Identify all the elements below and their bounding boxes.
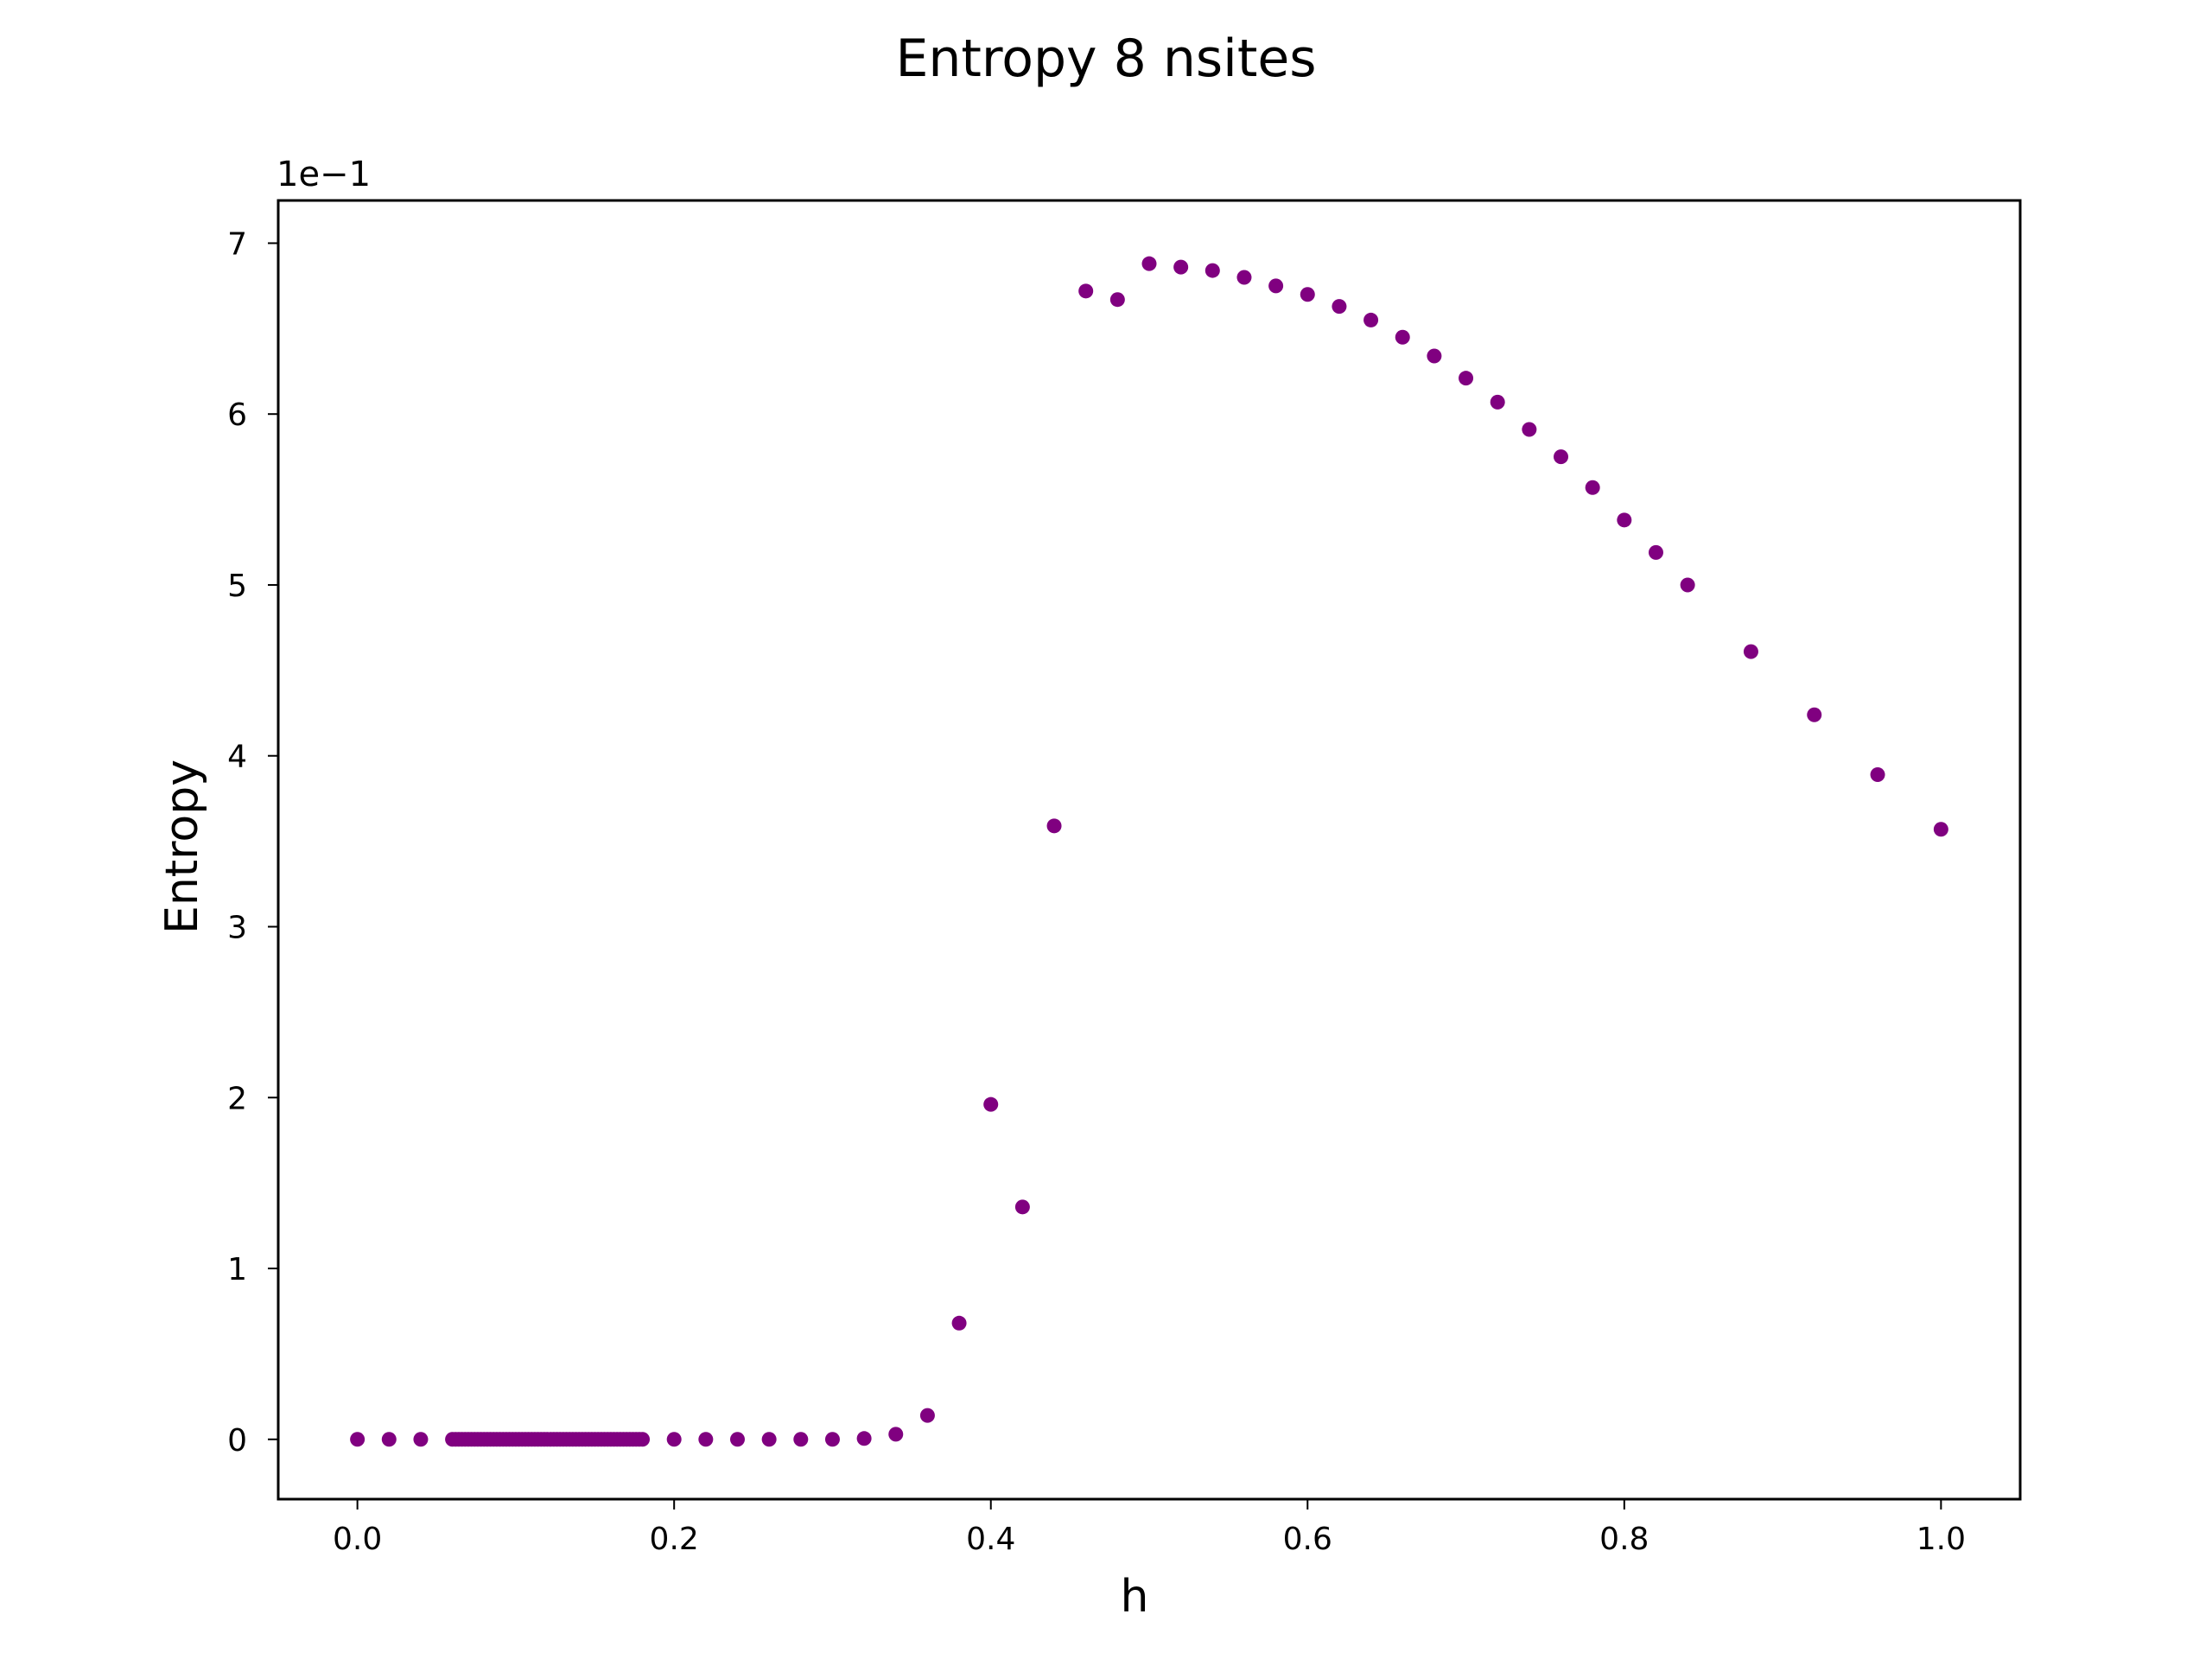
data-point — [1205, 263, 1220, 278]
data-point — [1585, 480, 1600, 495]
data-point — [1300, 287, 1315, 302]
data-point — [1363, 312, 1379, 327]
data-point — [350, 1432, 365, 1447]
data-point — [1395, 329, 1410, 345]
data-point — [635, 1432, 651, 1447]
x-tick-label: 0.0 — [333, 1522, 382, 1557]
data-point — [1554, 449, 1569, 465]
data-point — [1490, 394, 1505, 410]
x-tick-label: 0.2 — [650, 1522, 699, 1557]
plot-area: 0.0 0.2 0.4 0.6 0.8 1.0 0 1 2 3 4 5 6 7 — [227, 199, 2022, 1557]
data-point — [1459, 371, 1474, 386]
data-point — [1807, 707, 1822, 722]
data-point — [1680, 577, 1695, 593]
data-point — [381, 1432, 397, 1447]
data-point — [856, 1431, 872, 1446]
y-tick-label: 6 — [227, 397, 247, 433]
data-point — [1870, 766, 1885, 782]
data-point — [1268, 278, 1284, 294]
x-tick-label: 0.6 — [1283, 1522, 1332, 1557]
x-tick-label: 0.8 — [1599, 1522, 1649, 1557]
data-point — [1173, 259, 1189, 275]
data-point — [1141, 256, 1157, 271]
data-point — [1933, 822, 1948, 837]
data-point — [729, 1432, 745, 1447]
y-tick-label: 7 — [227, 226, 247, 262]
data-point — [793, 1432, 809, 1447]
data-point — [983, 1096, 999, 1112]
data-point — [1078, 283, 1094, 299]
axes-frame — [276, 199, 2022, 1501]
data-point — [1014, 1199, 1030, 1215]
x-axis-label: h — [1121, 1571, 1149, 1623]
data-point — [413, 1432, 429, 1447]
data-point — [824, 1432, 840, 1447]
data-point — [951, 1315, 967, 1331]
y-axis-offset-label: 1e−1 — [276, 155, 371, 194]
y-axis-label: Entropy — [156, 760, 208, 934]
data-point — [698, 1432, 714, 1447]
data-point — [919, 1408, 935, 1423]
data-point — [666, 1432, 682, 1447]
data-point — [1648, 544, 1663, 560]
data-point — [1427, 348, 1442, 364]
data-point — [1522, 422, 1537, 437]
data-point — [1109, 292, 1125, 308]
x-tick-label: 1.0 — [1916, 1522, 1966, 1557]
chart-title: Entropy 8 nsites — [895, 29, 1316, 89]
y-tick-label: 2 — [227, 1081, 247, 1116]
y-tick-label: 0 — [227, 1423, 247, 1459]
data-point — [1617, 512, 1632, 528]
data-point — [1332, 299, 1347, 315]
data-point — [1046, 818, 1062, 834]
x-tick-label: 0.4 — [966, 1522, 1015, 1557]
y-tick-label: 3 — [227, 910, 247, 945]
data-point — [888, 1427, 904, 1442]
y-tick-label: 1 — [227, 1252, 247, 1287]
y-tick-label: 5 — [227, 569, 247, 604]
data-point — [1743, 644, 1758, 659]
data-point — [1236, 270, 1252, 285]
data-point — [761, 1432, 777, 1447]
y-tick-label: 4 — [227, 740, 247, 775]
